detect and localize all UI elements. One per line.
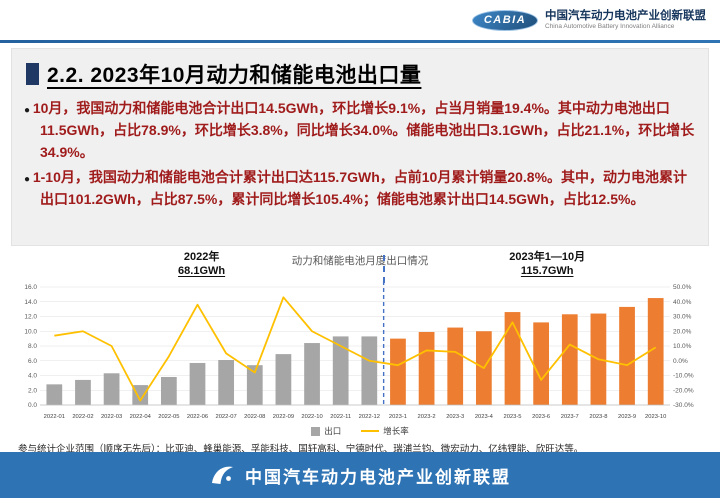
x-axis-tick-label: 2023-9 xyxy=(618,414,636,420)
growth-rate-line xyxy=(54,296,657,402)
export-bar xyxy=(332,336,349,405)
export-bar xyxy=(46,384,63,405)
legend-growth: 增长率 xyxy=(361,425,409,437)
cabia-logo: CABIA xyxy=(472,9,538,31)
export-bar-swatch-icon xyxy=(311,426,321,436)
export-bar xyxy=(246,365,263,405)
left-axis-tick-label: 14.0 xyxy=(24,299,37,306)
export-bar xyxy=(304,343,320,405)
right-axis-tick-label: -30.0% xyxy=(673,402,694,409)
export-bar xyxy=(504,312,521,405)
export-bar xyxy=(619,306,635,405)
x-axis-tick-label: 2022-04 xyxy=(130,414,152,420)
export-bar xyxy=(75,379,91,405)
annotation-2022-label: 2022年 xyxy=(183,251,220,263)
chart-section: 2022年 68.1GWh 动力和储能电池月度出口情况 2023年1—10月 1… xyxy=(0,246,720,455)
x-axis-tick-label: 2022-02 xyxy=(72,414,93,420)
x-axis-tick-label: 2023-6 xyxy=(532,414,550,420)
x-axis-tick-label: 2023-7 xyxy=(561,414,579,420)
right-axis-tick-label: 30.0% xyxy=(673,314,692,321)
annotation-2023-label: 2023年1—10月 xyxy=(509,251,586,263)
growth-line-swatch-icon xyxy=(361,430,380,432)
right-axis-tick-label: 0.0% xyxy=(673,358,688,365)
right-axis-tick-label: 50.0% xyxy=(673,284,692,291)
top-header: CABIA 中国汽车动力电池产业创新联盟 China Automotive Ba… xyxy=(0,0,720,40)
org-name-cn: 中国汽车动力电池产业创新联盟 xyxy=(545,9,706,22)
x-axis-tick-label: 2022-09 xyxy=(273,414,294,420)
export-bar xyxy=(275,354,292,405)
bullet-item-cumulative: 1-10月，我国动力和储能电池合计累计出口达115.7GWh，占前10月累计销量… xyxy=(24,166,696,210)
export-bar xyxy=(103,373,120,405)
export-bar xyxy=(418,331,435,405)
left-axis-tick-label: 8.0 xyxy=(28,343,37,350)
x-axis-tick-label: 2022-07 xyxy=(215,414,236,420)
annotation-2022-total: 2022年 68.1GWh xyxy=(178,250,225,279)
left-axis-tick-label: 4.0 xyxy=(28,373,37,380)
x-axis-tick-label: 2022-10 xyxy=(301,414,322,420)
left-axis-tick-label: 16.0 xyxy=(24,284,37,291)
legend-export: 出口 xyxy=(311,425,341,437)
cabia-logo-text: CABIA xyxy=(483,14,527,26)
legend-export-label: 出口 xyxy=(324,426,342,436)
annotation-2023-value: 115.7GWh xyxy=(520,265,574,278)
bullet-list: 10月，我国动力和储能电池合计出口14.5GWh，环比增长9.1%，占当月销量1… xyxy=(24,97,696,211)
section-title-row: 2.2. 2023年10月动力和储能电池出口量 xyxy=(26,59,696,89)
export-bar xyxy=(447,327,464,405)
x-axis-tick-label: 2022-05 xyxy=(158,414,179,420)
x-axis-tick-label: 2022-01 xyxy=(44,414,65,420)
legend-growth-label: 增长率 xyxy=(383,426,409,436)
content-panel: 2.2. 2023年10月动力和储能电池出口量 10月，我国动力和储能电池合计出… xyxy=(11,48,709,246)
x-axis-tick-label: 2022-11 xyxy=(330,414,351,420)
chart-legend: 出口 增长率 xyxy=(0,424,720,438)
bullet-item-october: 10月，我国动力和储能电池合计出口14.5GWh，环比增长9.1%，占当月销量1… xyxy=(24,97,696,163)
export-bar xyxy=(533,322,550,405)
x-axis-tick-label: 2023-3 xyxy=(446,414,464,420)
footer-org-name: 中国汽车动力电池产业创新联盟 xyxy=(245,467,511,487)
org-name-en: China Automotive Battery Innovation Alli… xyxy=(545,22,675,30)
right-axis-tick-label: -10.0% xyxy=(673,373,694,380)
left-axis-tick-label: 6.0 xyxy=(28,358,37,365)
right-axis-tick-label: 40.0% xyxy=(673,299,692,306)
x-axis-tick-label: 2023-2 xyxy=(418,414,436,420)
export-bar xyxy=(647,298,664,405)
left-axis-tick-label: 10.0 xyxy=(24,328,37,335)
statistics-scope-note: 参与统计企业范围（顺序无先后）：比亚迪、蜂巢能源、孚能科技、国轩高科、宁德时代、… xyxy=(18,444,584,455)
right-axis-tick-label: 10.0% xyxy=(673,343,692,350)
cabia-logo-group: CABIA 中国汽车动力电池产业创新联盟 China Automotive Ba… xyxy=(472,9,706,31)
export-bar xyxy=(132,385,149,405)
export-bar xyxy=(218,360,235,405)
export-bar xyxy=(390,338,406,405)
annotation-2022-value: 68.1GWh xyxy=(178,265,226,278)
export-chart: 0.0 2.0 4.0 6.0 8.0 10.0 12.0 14.0 16.0 -30.0% -20… xyxy=(24,281,694,420)
year-divider-line xyxy=(383,255,385,283)
right-axis-tick-label: -20.0% xyxy=(673,387,694,394)
left-axis-tick-label: 2.0 xyxy=(28,387,37,394)
x-axis-tick-label: 2023-5 xyxy=(503,414,521,420)
header-divider-rule xyxy=(0,40,720,43)
left-axis-tick-label: 0.0 xyxy=(28,402,37,409)
export-bar xyxy=(561,314,578,405)
x-axis-tick-label: 2022-06 xyxy=(187,414,208,420)
x-axis-tick-label: 2022-08 xyxy=(244,414,265,420)
export-bar xyxy=(160,376,177,405)
org-name-block: 中国汽车动力电池产业创新联盟 China Automotive Battery … xyxy=(545,10,706,31)
export-bar xyxy=(189,362,206,405)
annotation-2023-total: 2023年1—10月 115.7GWh xyxy=(509,250,585,279)
x-axis-tick-label: 2023-4 xyxy=(475,414,494,420)
chart-title: 动力和储能电池月度出口情况 xyxy=(291,255,429,267)
alliance-logo-icon xyxy=(209,462,235,488)
chart-header: 2022年 68.1GWh 动力和储能电池月度出口情况 2023年1—10月 1… xyxy=(0,249,720,283)
footer-bar: 中国汽车动力电池产业创新联盟 xyxy=(0,452,720,498)
x-axis-tick-label: 2023-1 xyxy=(389,414,407,420)
title-accent-block xyxy=(26,63,39,85)
left-axis-tick-label: 12.0 xyxy=(24,314,37,321)
x-axis-tick-label: 2022-03 xyxy=(101,414,122,420)
x-axis-tick-label: 2022-12 xyxy=(359,414,380,420)
x-axis-tick-label: 2023-10 xyxy=(645,414,666,420)
export-bar xyxy=(361,336,378,405)
x-axis-tick-label: 2023-8 xyxy=(589,414,607,420)
page-title: 2.2. 2023年10月动力和储能电池出口量 xyxy=(47,64,422,87)
right-axis-tick-label: 20.0% xyxy=(673,328,692,335)
